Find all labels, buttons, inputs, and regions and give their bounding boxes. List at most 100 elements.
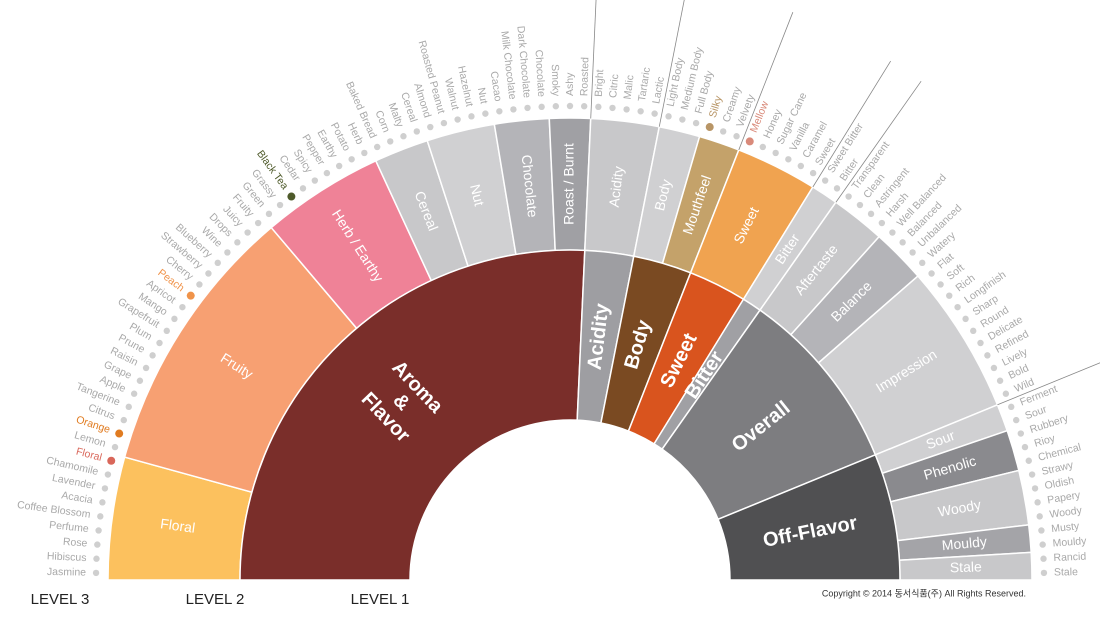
leaf-dot [163,327,170,335]
leaf-dot [97,513,104,520]
leaf-dot [413,128,420,135]
group-divider [658,0,685,127]
leaf-dot [95,527,102,534]
leaf-dot [651,110,658,117]
leaf-dot [311,177,319,184]
leaf-dot [977,339,984,347]
leaf-label: Mouldy [1052,535,1087,550]
leaf-dot [889,229,896,236]
leaf-dot [856,201,864,209]
level1-segment [717,453,901,581]
leaf-dot [665,113,672,120]
leaf-dot [1013,416,1020,424]
leaf-dot [186,291,195,300]
level2-label: Acidity [606,165,627,208]
leaf-dot [566,102,574,110]
leaf-label: Musty [1051,520,1081,535]
leaf-dot [797,162,805,170]
level2-label: Floral [159,515,196,536]
leaf-dot [244,229,251,236]
leaf-dot [454,116,461,123]
leaf-dot [637,108,644,115]
leaf-dot [107,456,116,465]
leaf-label: Malic [622,74,637,100]
level-label: LEVEL 2 [186,591,245,608]
leaf-dot [878,219,886,227]
leaf-dot [254,219,262,227]
leaf-dot [833,185,841,192]
level2-label: Mouldy [941,533,987,553]
leaf-dot [348,156,355,163]
group-divider [812,60,892,188]
leaf-dot [954,303,961,311]
leaf-dot [214,259,221,267]
level1-segment [239,249,586,581]
leaf-dot [335,162,343,170]
group-divider [738,12,794,151]
leaf-dot [720,128,727,135]
leaf-dot [609,104,616,112]
leaf-dot [970,327,977,335]
leaf-dot [120,416,127,424]
leaf-dot [679,116,686,123]
leaf-dot [990,364,998,372]
leaf-label: Woody [1049,504,1084,520]
leaf-dot [928,270,935,277]
leaf-dot [149,352,156,359]
leaf-dot [705,123,714,132]
leaf-dot [361,149,368,157]
leaf-dot [196,281,203,288]
leaf-label: Bright [593,69,607,97]
leaf-dot [276,201,284,209]
leaf-dot [1034,499,1041,506]
leaf-label: Papery [1046,489,1082,506]
leaf-dot [580,103,588,110]
leaf-dot [692,119,700,127]
leaf-dot [1028,471,1036,478]
leaf-dot [867,210,875,218]
leaf-label: Perfume [49,519,90,535]
leaf-dot [93,555,100,562]
leaf-label: Jasmine [47,566,86,579]
leaf-dot [1002,390,1010,397]
leaf-label: Nut [475,87,490,105]
leaf-dot [1008,403,1015,411]
leaf-dot [427,123,434,131]
leaf-dot [962,315,969,323]
level2-label: Woody [937,496,982,519]
leaf-label: Roasted [578,57,591,97]
leaf-label: Citric [607,74,621,99]
leaf-dot [92,569,100,577]
leaf-dot [772,149,779,157]
leaf-dot [323,169,331,177]
leaf-dot [101,485,109,492]
leaf-dot [1031,485,1039,492]
leaf-label: Lactic [650,76,667,105]
leaf-dot [510,106,517,113]
level-label: LEVEL 3 [31,591,90,608]
leaf-dot [919,259,926,267]
leaf-dot [234,239,241,246]
leaf-dot [374,143,381,151]
leaf-label: Rioy [1033,432,1057,450]
leaf-dot [1040,555,1047,562]
leaf-dot [179,303,186,311]
leaf-dot [524,104,531,112]
leaf-dot [845,193,852,200]
leaf-dot [1036,513,1043,520]
group-divider [590,0,597,119]
leaf-label: Cacao [488,70,504,102]
leaf-dot [759,143,766,151]
leaf-dot [909,249,916,256]
leaf-dot [946,292,953,299]
leaf-label: Ashy [564,72,576,96]
level2-label: Body [651,178,674,213]
leaf-dot [623,106,630,113]
leaf-dot [205,270,212,277]
leaf-label: Acacia [61,489,94,506]
leaf-dot [224,249,231,256]
leaf-dot [809,169,817,177]
leaf-dot [733,133,740,140]
group-divider [997,362,1100,406]
leaf-dot [595,103,602,111]
